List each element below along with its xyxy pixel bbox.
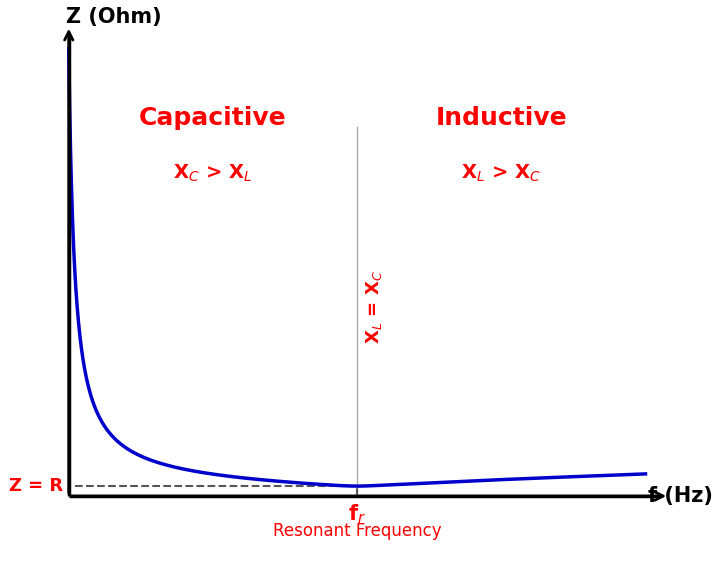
Text: X$_L$ = X$_C$: X$_L$ = X$_C$ xyxy=(364,270,384,344)
Text: Z = R: Z = R xyxy=(9,477,63,495)
Text: Resonant Frequency: Resonant Frequency xyxy=(273,521,441,540)
Text: f$_r$: f$_r$ xyxy=(348,503,366,527)
Text: X$_L$ > X$_C$: X$_L$ > X$_C$ xyxy=(462,162,541,184)
Text: X$_C$ > X$_L$: X$_C$ > X$_L$ xyxy=(173,162,252,184)
Text: Inductive: Inductive xyxy=(436,106,567,130)
Text: Capacitive: Capacitive xyxy=(139,106,287,130)
Text: f (Hz): f (Hz) xyxy=(649,486,713,506)
Text: Z (Ohm): Z (Ohm) xyxy=(66,7,162,27)
